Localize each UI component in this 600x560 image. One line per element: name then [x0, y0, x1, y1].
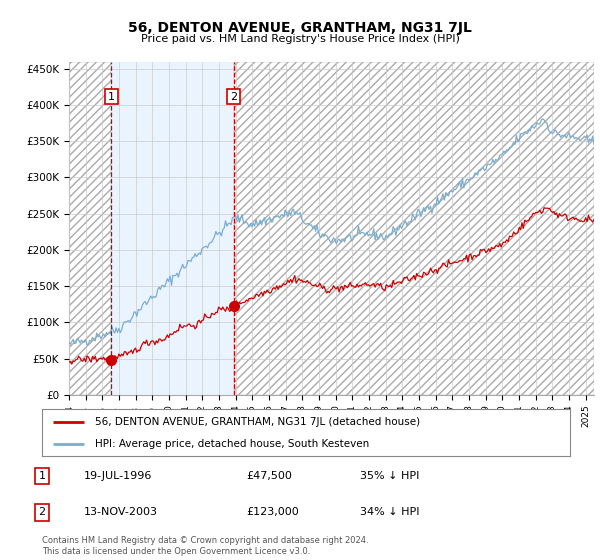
Text: 35% ↓ HPI: 35% ↓ HPI	[360, 471, 419, 481]
Text: 19-JUL-1996: 19-JUL-1996	[84, 471, 152, 481]
Text: 1: 1	[108, 92, 115, 101]
Text: 56, DENTON AVENUE, GRANTHAM, NG31 7JL (detached house): 56, DENTON AVENUE, GRANTHAM, NG31 7JL (d…	[95, 417, 420, 427]
Bar	[233, 62, 594, 395]
Text: HPI: Average price, detached house, South Kesteven: HPI: Average price, detached house, Sout…	[95, 438, 369, 449]
Text: 1: 1	[38, 471, 46, 481]
Text: £47,500: £47,500	[246, 471, 292, 481]
Text: Contains HM Land Registry data © Crown copyright and database right 2024.
This d: Contains HM Land Registry data © Crown c…	[42, 536, 368, 556]
Text: 56, DENTON AVENUE, GRANTHAM, NG31 7JL: 56, DENTON AVENUE, GRANTHAM, NG31 7JL	[128, 21, 472, 35]
Text: £123,000: £123,000	[246, 507, 299, 517]
Text: Price paid vs. HM Land Registry's House Price Index (HPI): Price paid vs. HM Land Registry's House …	[140, 34, 460, 44]
Text: 2: 2	[230, 92, 237, 101]
Text: 13-NOV-2003: 13-NOV-2003	[84, 507, 158, 517]
Bar	[112, 62, 233, 395]
Bar	[69, 62, 112, 395]
Text: 2: 2	[38, 507, 46, 517]
Text: 34% ↓ HPI: 34% ↓ HPI	[360, 507, 419, 517]
